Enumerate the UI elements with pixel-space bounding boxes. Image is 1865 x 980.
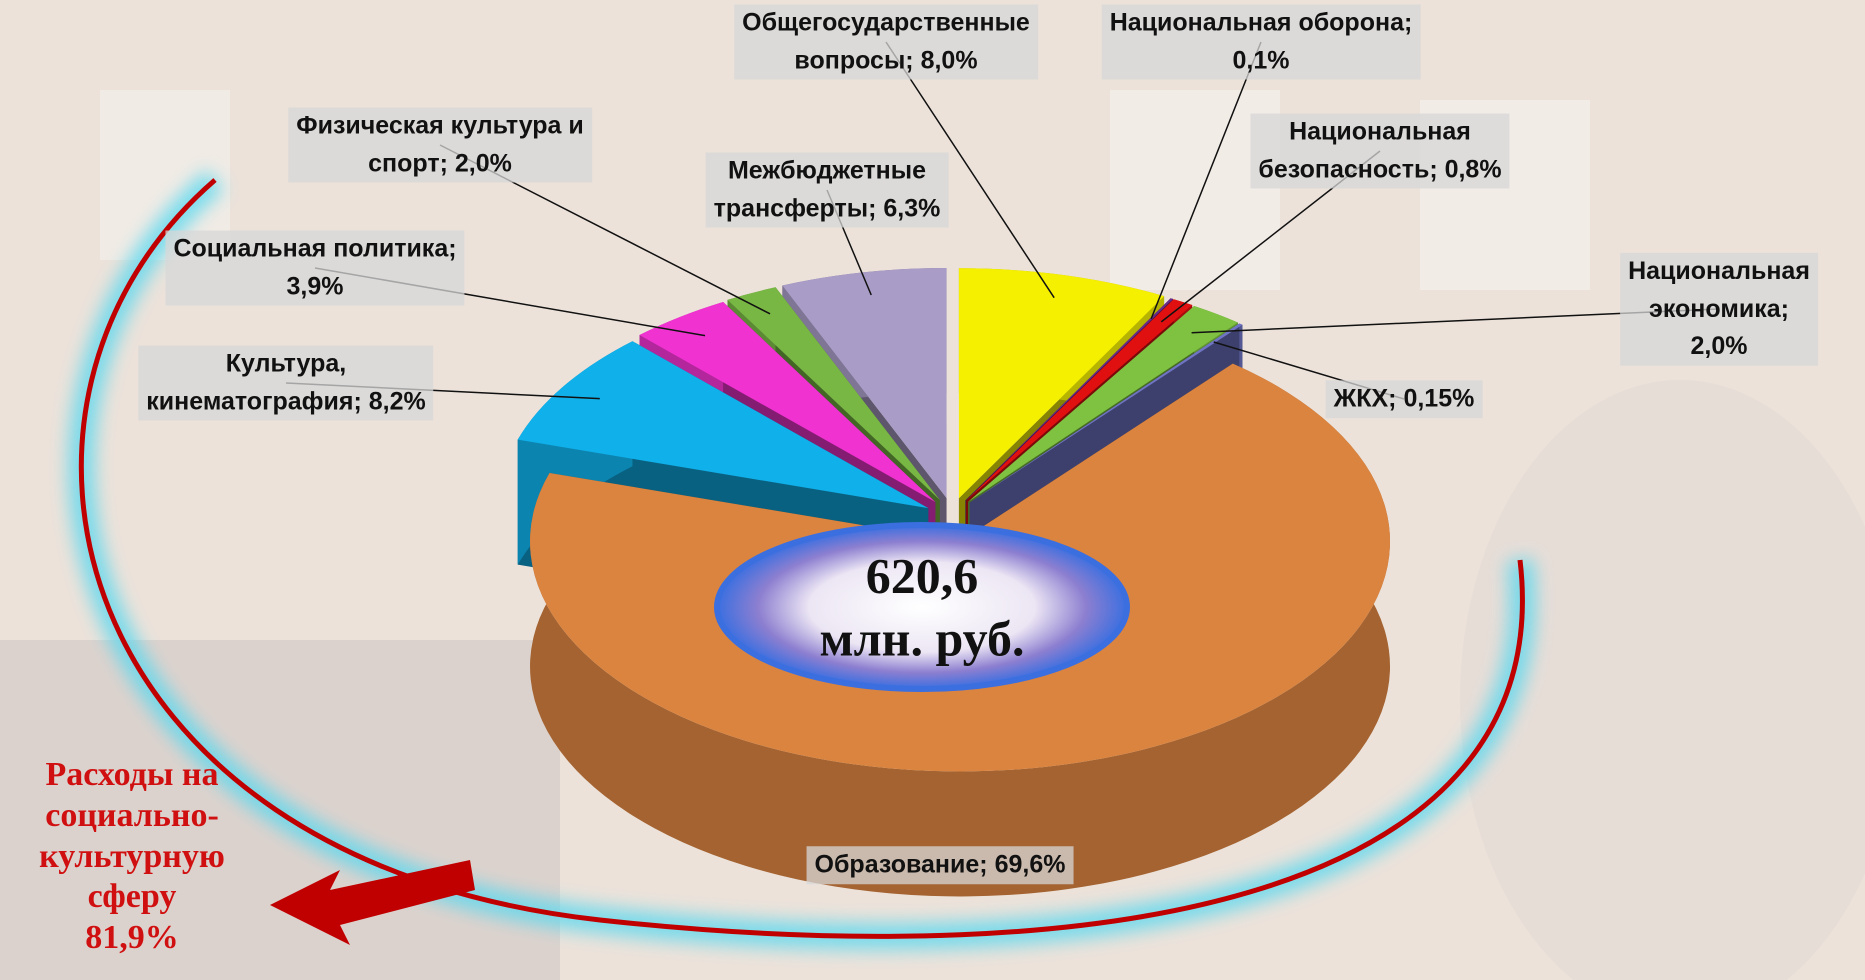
slice-top bbox=[727, 287, 940, 500]
slice-top bbox=[966, 299, 1193, 501]
arrow bbox=[270, 860, 475, 945]
leader-line bbox=[1150, 41, 1262, 320]
photo-figure bbox=[1460, 380, 1865, 980]
data-label: Национальная безопасность; 0,8% bbox=[1250, 113, 1510, 189]
arc bbox=[78, 178, 1525, 939]
data-label: Национальная экономика; 2,0% bbox=[1620, 252, 1818, 366]
data-label: Культура, кинематография; 8,2% bbox=[138, 345, 434, 421]
data-label: Физическая культура и спорт; 2,0% bbox=[288, 107, 592, 183]
center-badge bbox=[714, 522, 1130, 692]
data-label: Образование; 69,6% bbox=[806, 846, 1074, 884]
data-label: Общегосударственные вопросы; 8,0% bbox=[734, 4, 1038, 80]
slice-top bbox=[969, 323, 1243, 503]
leader-line bbox=[885, 41, 1055, 299]
data-label: Межбюджетные трансферты; 6,3% bbox=[705, 152, 949, 228]
data-label: Национальная оборона; 0,1% bbox=[1101, 4, 1421, 80]
data-label: Социальная политика; 3,9% bbox=[165, 230, 465, 306]
slice-top bbox=[958, 268, 1165, 499]
center-text: 620,6 млн. руб. bbox=[819, 547, 1025, 667]
data-label: ЖКХ; 0,15% bbox=[1325, 380, 1483, 418]
slice-top bbox=[965, 298, 1173, 501]
slice-top bbox=[517, 341, 929, 509]
slice-side bbox=[530, 363, 1391, 897]
slice-top bbox=[782, 268, 947, 499]
slice-top bbox=[968, 306, 1238, 502]
annotation: Расходы на социально- культурную сферу 8… bbox=[39, 756, 225, 957]
slice-top bbox=[639, 301, 936, 502]
